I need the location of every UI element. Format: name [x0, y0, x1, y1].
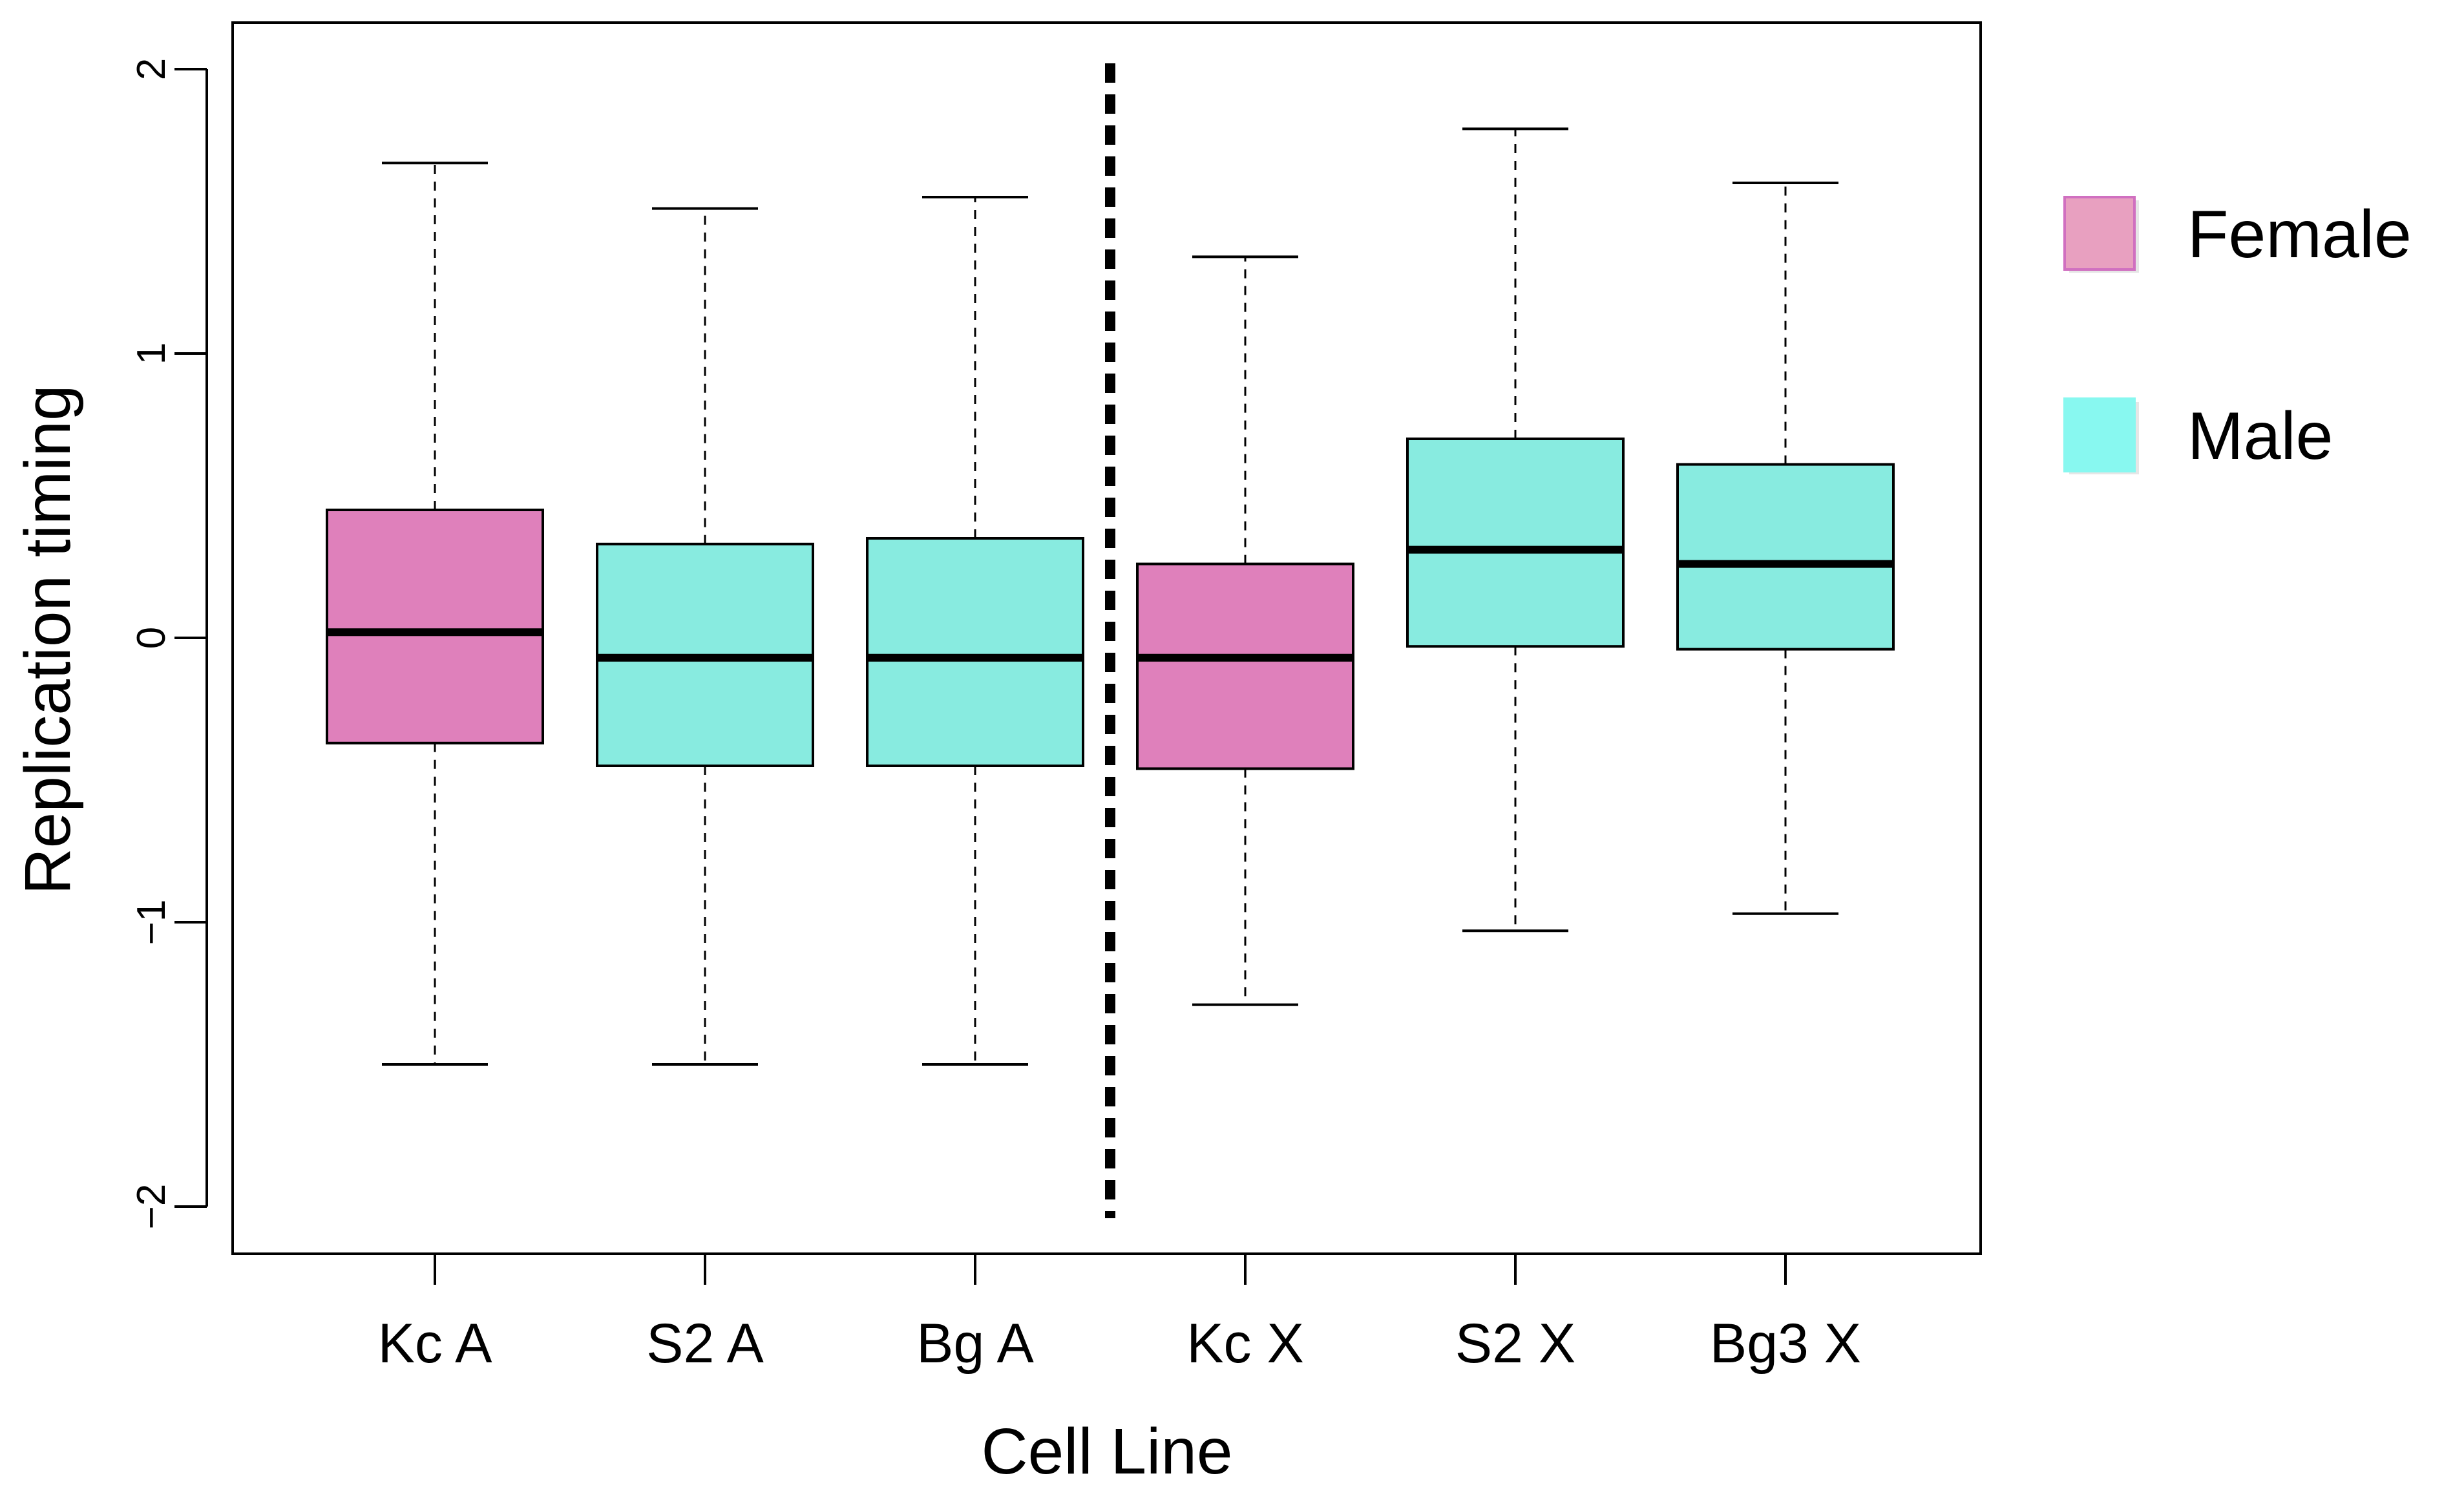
legend-label-female: Female — [2187, 197, 2412, 272]
x-tick-label: Bg3 X — [1710, 1313, 1861, 1375]
box-iqr — [1136, 562, 1354, 770]
box-s2-x — [1406, 127, 1625, 933]
legend-label-male: Male — [2187, 399, 2333, 474]
x-tick-label: Kc X — [1186, 1313, 1304, 1375]
box-bg-a — [866, 196, 1084, 1066]
x-tick-label: Bg A — [916, 1313, 1034, 1375]
x-tick-label: Kc A — [378, 1313, 493, 1375]
box-kc-a — [326, 162, 544, 1066]
y-tick-label: −2 — [129, 1184, 174, 1230]
box-iqr — [1676, 463, 1895, 651]
box-iqr — [326, 509, 544, 744]
legend-swatch-female — [2063, 196, 2136, 271]
x-axis: Kc A S2 A Bg A Kc X S2 X Bg3 X — [378, 1252, 1861, 1375]
x-tick-label: S2 A — [646, 1313, 764, 1375]
box-s2-a — [596, 207, 814, 1066]
y-tick-label: −1 — [129, 900, 174, 945]
y-axis: −2 −1 0 1 2 — [129, 58, 208, 1230]
legend-swatch-male — [2063, 397, 2136, 472]
x-axis-label: Cell Line — [981, 1415, 1232, 1488]
y-tick-label: 2 — [129, 58, 174, 80]
box-kc-x — [1136, 255, 1354, 1006]
box-iqr — [1406, 438, 1625, 648]
y-tick-label: 0 — [129, 627, 174, 649]
y-axis-label: Replication timing — [12, 385, 84, 894]
y-tick-label: 1 — [129, 343, 174, 364]
box-iqr — [866, 537, 1084, 767]
x-tick-label: S2 X — [1455, 1313, 1575, 1375]
box-bg3-x — [1676, 182, 1895, 915]
legend: Female Male — [2063, 196, 2412, 474]
boxplot-boxes — [326, 127, 1895, 1066]
